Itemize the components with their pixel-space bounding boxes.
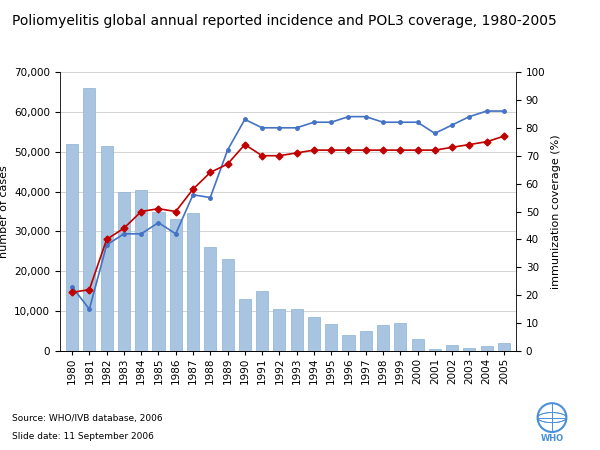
Text: Slide date: 11 September 2006: Slide date: 11 September 2006 — [12, 432, 154, 441]
Bar — [66, 144, 78, 351]
Text: WHO: WHO — [541, 434, 563, 443]
Bar — [290, 309, 302, 351]
Bar — [101, 146, 113, 351]
Bar — [498, 343, 510, 351]
Bar — [359, 331, 372, 351]
Bar — [170, 220, 182, 351]
Bar — [446, 345, 458, 351]
Bar — [256, 291, 268, 351]
Bar — [152, 212, 164, 351]
Bar — [412, 339, 424, 351]
Bar — [118, 192, 130, 351]
Bar — [463, 348, 475, 351]
Bar — [429, 349, 441, 351]
Y-axis label: immunization coverage (%): immunization coverage (%) — [551, 134, 561, 289]
Bar — [187, 213, 199, 351]
Text: Source: WHO/IVB database, 2006: Source: WHO/IVB database, 2006 — [12, 414, 163, 423]
Bar — [221, 259, 233, 351]
Y-axis label: number of cases: number of cases — [0, 165, 9, 258]
Bar — [377, 325, 389, 351]
Bar — [239, 299, 251, 351]
Bar — [308, 317, 320, 351]
Bar — [83, 88, 95, 351]
Text: Poliomyelitis global annual reported incidence and POL3 coverage, 1980-2005: Poliomyelitis global annual reported inc… — [12, 14, 557, 27]
Bar — [343, 335, 355, 351]
Bar — [394, 323, 406, 351]
Bar — [135, 189, 147, 351]
Bar — [325, 324, 337, 351]
Bar — [204, 248, 217, 351]
Bar — [274, 309, 286, 351]
Bar — [481, 346, 493, 351]
